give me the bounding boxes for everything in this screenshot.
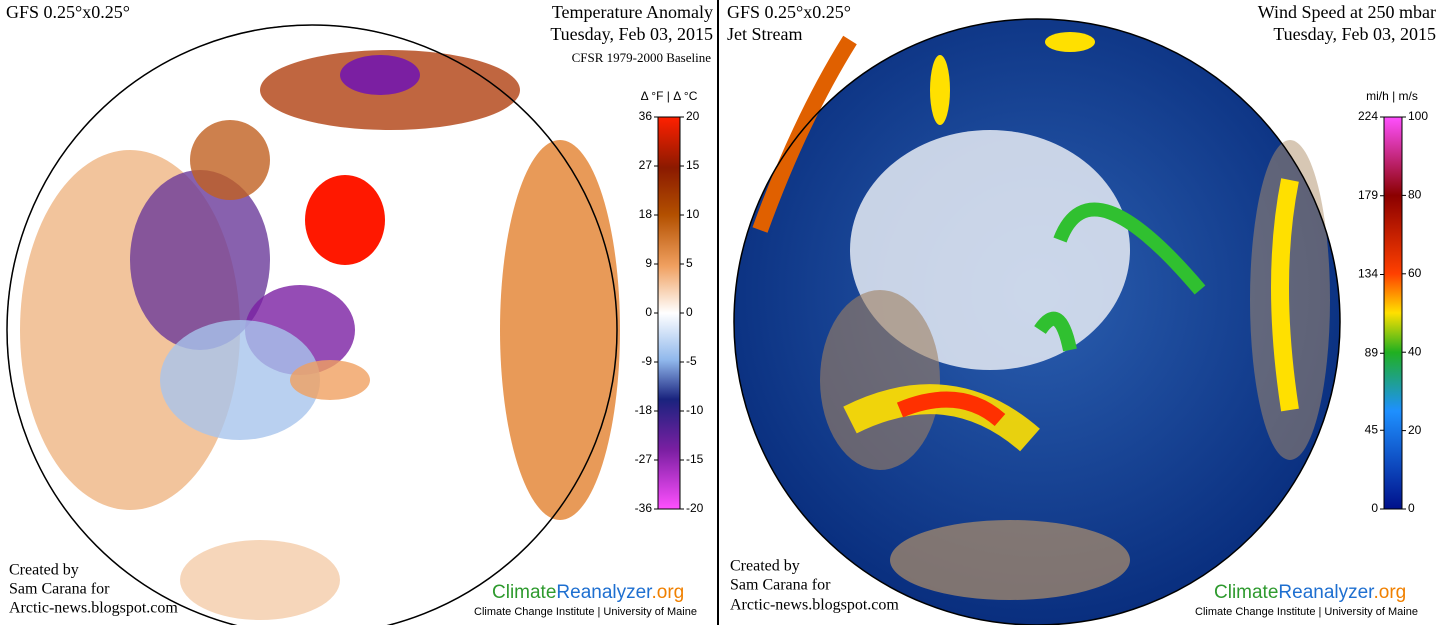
colorbar (657, 116, 681, 510)
colorbar-tick-label: -9 (641, 354, 652, 368)
logo-part: Climate (492, 582, 556, 603)
credit: Sam Carana for (730, 577, 831, 594)
logo-part: .org (1373, 582, 1406, 603)
logo: ClimateReanalyzer.org (1214, 582, 1406, 603)
map-date: Tuesday, Feb 03, 2015 (1273, 24, 1436, 44)
colorbar-tick-label: 0 (686, 305, 693, 319)
credit: Sam Carana for (9, 581, 110, 598)
model-label: GFS 0.25°x0.25° (727, 2, 851, 22)
baseline: CFSR 1979-2000 Baseline (572, 50, 712, 65)
colorbar-tick-label: 60 (1408, 266, 1422, 280)
colorbar-tick-label: -18 (635, 403, 653, 417)
colorbar-tick-label: 40 (1408, 344, 1422, 358)
model-label: GFS 0.25°x0.25° (6, 2, 130, 22)
colorbar-tick-label: 9 (645, 256, 652, 270)
colorbar-tick-label: 179 (1358, 188, 1378, 202)
colorbar-tick-label: 15 (686, 158, 700, 172)
colorbar-tick-label: -15 (686, 452, 704, 466)
colorbar-tick-label: -36 (635, 501, 653, 515)
logo-part: Climate (1214, 582, 1278, 603)
colorbar-tick-label: 18 (639, 207, 653, 221)
wind-globe (733, 18, 1403, 625)
colorbar-tick-label: -5 (686, 354, 697, 368)
colorbar-tick-label: 20 (686, 109, 700, 123)
colorbar-tick-label: -20 (686, 501, 704, 515)
colorbar-header: Δ °F | Δ °C (641, 89, 698, 103)
logo-footer: Climate Change Institute | University of… (474, 606, 697, 618)
colorbar-tick-label: 0 (1408, 501, 1415, 515)
colorbar-tick-label: -10 (686, 403, 704, 417)
logo: ClimateReanalyzer.org (492, 582, 684, 603)
map-date: Tuesday, Feb 03, 2015 (550, 24, 713, 44)
colorbar-tick-label: 224 (1358, 109, 1378, 123)
colorbar-tick-label: 10 (686, 207, 700, 221)
colorbar-tick-label: 134 (1358, 267, 1378, 281)
logo-part: Reanalyzer (556, 582, 653, 603)
credit: Created by (730, 558, 800, 575)
logo-footer: Climate Change Institute | University of… (1195, 606, 1418, 618)
logo-part: Reanalyzer (1278, 582, 1375, 603)
colorbar-tick-label: 0 (1371, 501, 1378, 515)
colorbar-tick-label: 0 (645, 305, 652, 319)
map-title: Wind Speed at 250 mbar (1258, 2, 1436, 22)
map-title: Temperature Anomaly (552, 2, 713, 22)
credit: Arctic-news.blogspot.com (9, 600, 178, 617)
colorbar-tick-label: 5 (686, 256, 693, 270)
map-subtitle: Jet Stream (727, 24, 802, 44)
logo-part: .org (651, 582, 684, 603)
colorbar-header: mi/h | m/s (1366, 89, 1418, 103)
colorbar-tick-label: 20 (1408, 423, 1422, 437)
colorbar-tick-label: -27 (635, 452, 653, 466)
colorbar-tick-label: 89 (1365, 345, 1379, 359)
colorbar-tick-label: 80 (1408, 188, 1422, 202)
credit: Created by (9, 562, 79, 579)
credit: Arctic-news.blogspot.com (730, 597, 899, 614)
colorbar-tick-label: 36 (639, 109, 653, 123)
temperature-globe (6, 24, 681, 625)
colorbar-tick-label: 45 (1365, 422, 1379, 436)
colorbar-tick-label: 100 (1408, 109, 1428, 123)
colorbar-tick-label: 27 (639, 158, 653, 172)
colorbar (1383, 116, 1403, 510)
